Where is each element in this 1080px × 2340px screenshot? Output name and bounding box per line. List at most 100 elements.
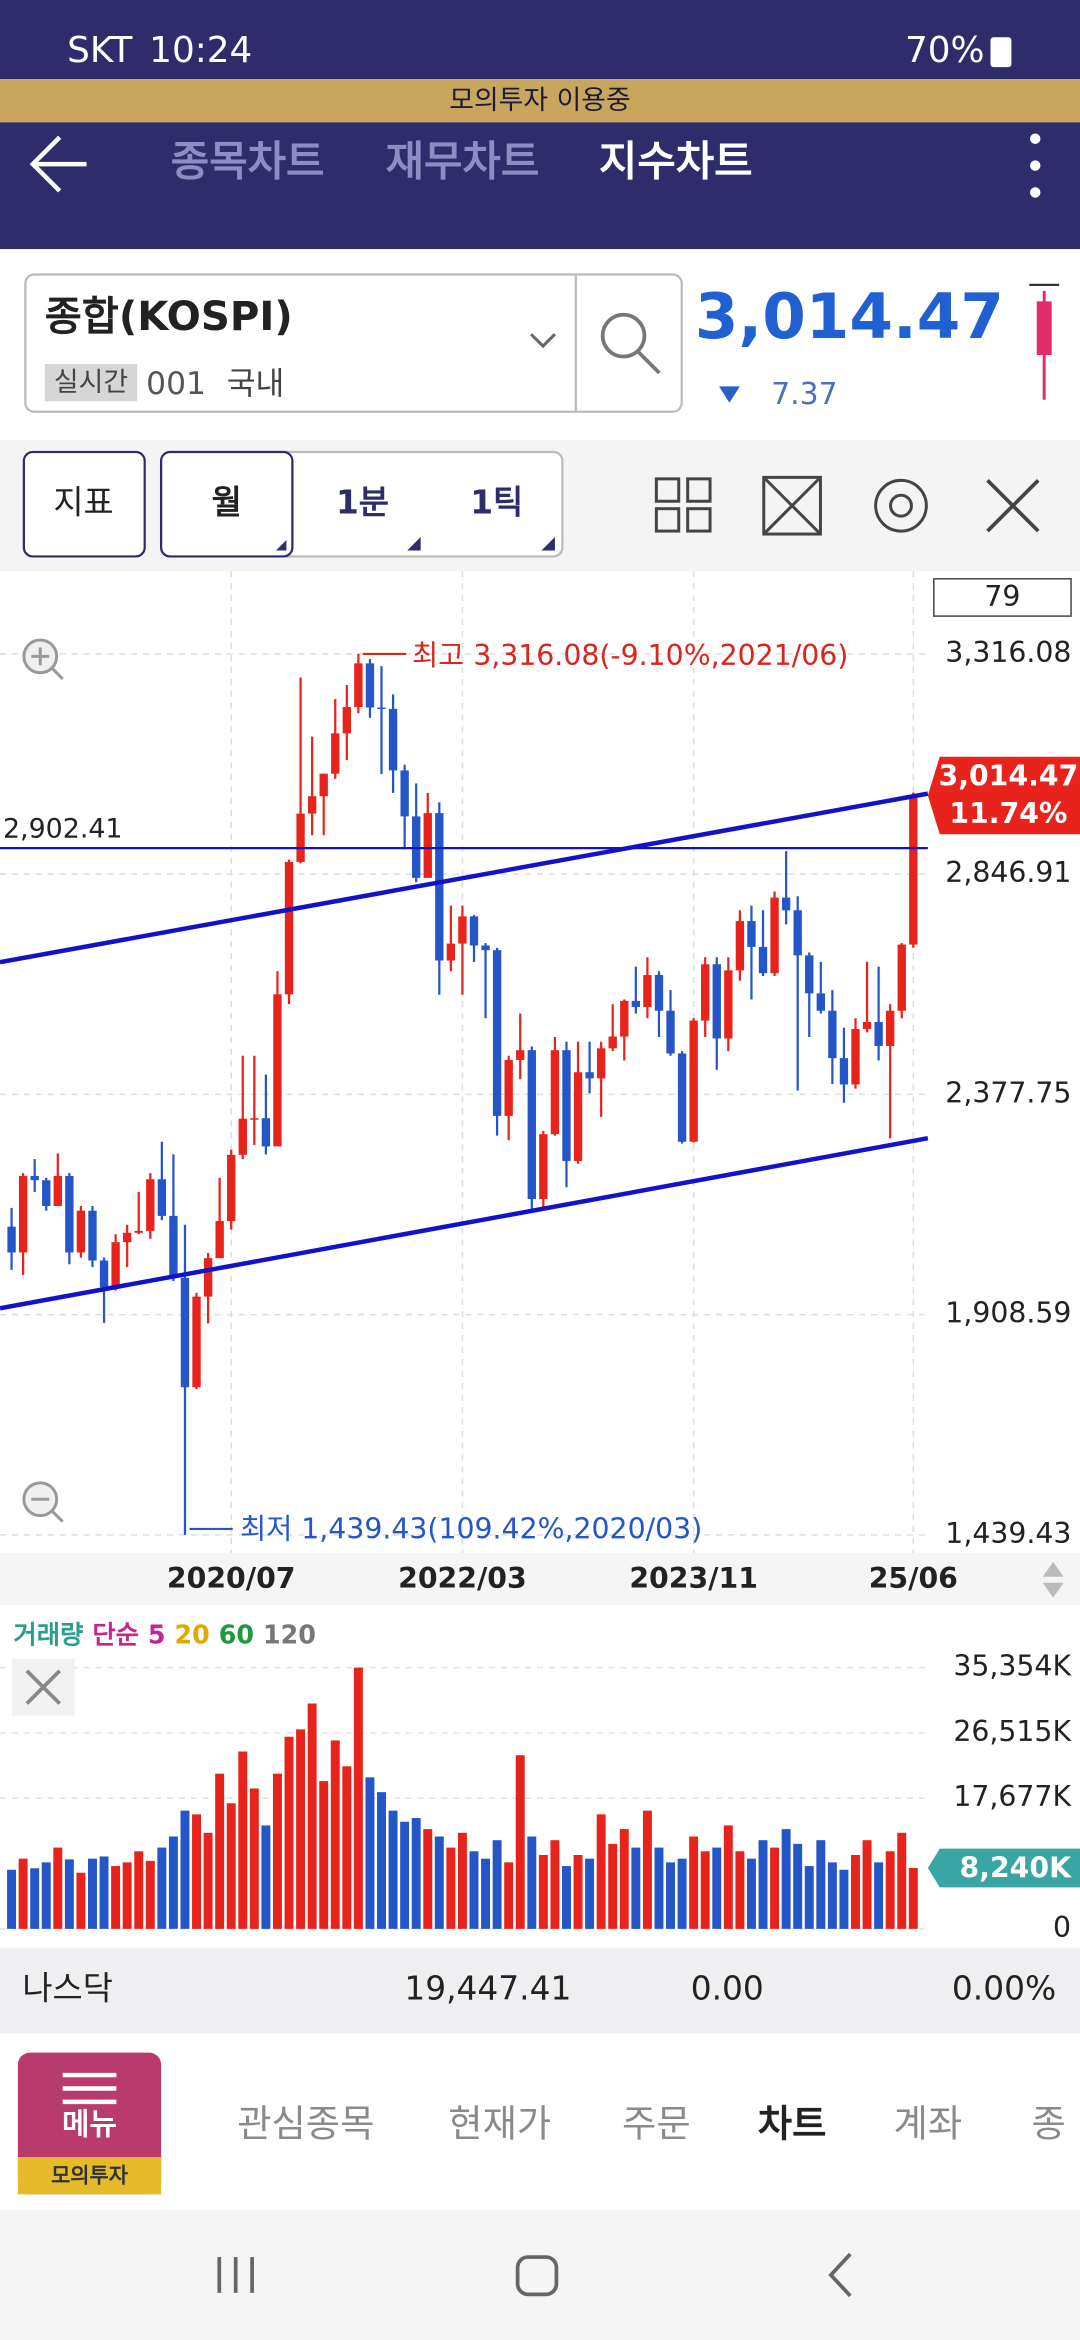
nav-item-active[interactable]: 차트 [758, 2101, 827, 2145]
volume-bar [839, 1869, 849, 1929]
expand-button[interactable] [762, 475, 822, 536]
candle-body [53, 1175, 62, 1207]
candle-body [492, 950, 502, 1116]
battery: 70% [905, 30, 985, 71]
volume-bar [642, 1810, 652, 1929]
candle-body [620, 1000, 629, 1037]
button-label: 월 [212, 484, 242, 522]
candle-body [770, 897, 779, 974]
candle-body [805, 955, 814, 994]
candle-body [377, 707, 386, 709]
zoom-in[interactable] [22, 638, 64, 680]
candle-body [816, 993, 825, 1011]
volume-legend: 120 [263, 1619, 316, 1649]
nav-item[interactable]: 계좌 [894, 2101, 963, 2145]
indicator-button[interactable] [22, 450, 146, 558]
button-label[interactable]: 1분 [336, 484, 389, 522]
nav-items: 관심종목 현재가 주문 차트 계좌 종 [237, 2101, 1066, 2145]
volume-bar [770, 1847, 780, 1929]
volume-bar [446, 1847, 456, 1929]
count-box [933, 578, 1072, 617]
candle-body [516, 1050, 525, 1061]
candle-body [469, 916, 479, 946]
candle-body [654, 975, 664, 1011]
candle-body [573, 1072, 583, 1161]
close-button[interactable] [25, 1669, 61, 1705]
banner-text: 모의투자 이용중 [449, 85, 630, 116]
candle-body [169, 1215, 178, 1278]
candle-body [354, 663, 363, 708]
volume-bar [573, 1854, 583, 1929]
volume-bar [157, 1847, 167, 1929]
current-volume-box [927, 1848, 1080, 1888]
volume-bar [885, 1851, 895, 1929]
volume-bar [596, 1814, 606, 1929]
candle-body [712, 964, 721, 1039]
volume-bar [827, 1862, 837, 1929]
candle-body [7, 1226, 16, 1253]
candle-body [261, 1118, 271, 1147]
volume-legend: 20 [175, 1619, 210, 1649]
time: 10:24 [149, 30, 252, 71]
search-button[interactable] [600, 312, 661, 375]
status-bar [0, 0, 1080, 80]
volume-legend: 60 [219, 1619, 254, 1649]
x-tick-label: 2022/03 [398, 1562, 527, 1595]
candle-body [747, 921, 756, 947]
button-label[interactable]: 1틱 [470, 484, 523, 522]
volume-bar [631, 1847, 641, 1929]
more-button[interactable] [1030, 133, 1041, 198]
volume-bar [319, 1781, 329, 1929]
carrier: SKT [67, 30, 132, 71]
zoom-out[interactable] [22, 1481, 64, 1523]
volume-bar [53, 1847, 63, 1929]
price: 3,014.47 [695, 280, 1004, 353]
candle-body [388, 708, 398, 771]
candle-body [677, 1053, 687, 1142]
nav-item[interactable]: 종 [1032, 2101, 1066, 2145]
volume-bar [134, 1851, 144, 1929]
symbol-code: 001 [146, 366, 206, 402]
volume-bar [238, 1751, 248, 1929]
y-tick-label: 1,908.59 [945, 1297, 1071, 1330]
system-buttons[interactable] [217, 2252, 852, 2298]
tab-active[interactable]: 지수차트 [599, 137, 753, 186]
nav-item[interactable]: 관심종목 [237, 2101, 374, 2145]
y-tick-label: 1,439.43 [945, 1517, 1071, 1550]
overlay: 3,316.08 2,846.91 2,377.75 1,908.59 1,439.43… [0, 636, 1080, 1550]
settings-button[interactable] [874, 478, 928, 533]
volume-bar [215, 1773, 225, 1929]
mini-candle-icon [1029, 283, 1060, 400]
candle-body [862, 1022, 872, 1030]
y-tick-label: 35,354K [953, 1650, 1072, 1683]
candle-body [30, 1175, 39, 1181]
period-button[interactable] [159, 450, 294, 558]
tab[interactable]: 종목차트 [171, 137, 325, 186]
volume-bar [746, 1858, 756, 1929]
candle-body [227, 1154, 236, 1222]
volume-legend: 5 [148, 1619, 166, 1649]
high-annotation: 최고 3,316.08(-9.10%,2021/06) [412, 639, 848, 672]
tab[interactable]: 재무차트 [386, 137, 540, 186]
back-button[interactable] [29, 135, 87, 193]
volume-bar [608, 1843, 618, 1929]
scroll-arrows[interactable] [1042, 1561, 1064, 1598]
nav-item[interactable]: 주문 [622, 2101, 691, 2145]
volume-bar [619, 1829, 629, 1929]
tools-button[interactable] [986, 479, 1040, 533]
volume-bar [377, 1792, 386, 1929]
volume-bar [700, 1851, 710, 1929]
layout-button[interactable] [654, 477, 712, 533]
candle-body [585, 1072, 594, 1079]
volume-bar [781, 1829, 791, 1929]
nav-item[interactable]: 현재가 [448, 2101, 551, 2145]
candle-body [897, 944, 906, 1011]
symbol-box[interactable] [24, 273, 683, 413]
candle-body [76, 1210, 86, 1253]
last-price-box [927, 756, 1080, 835]
ticker-price: 19,447.41 [404, 1970, 571, 2008]
market: 국내 [227, 366, 285, 402]
y-tick-label: 3,316.08 [945, 636, 1071, 669]
